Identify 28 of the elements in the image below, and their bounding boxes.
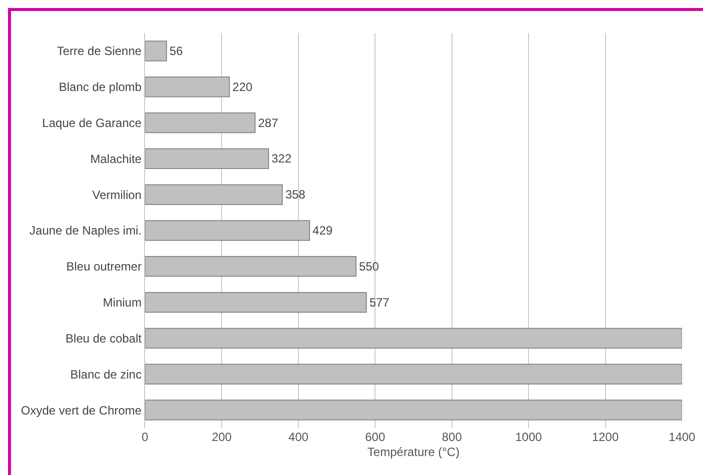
x-tick-label: 1000 <box>515 430 542 444</box>
y-tick-label: Terre de Sienne <box>56 44 142 58</box>
y-tick-label: Jaune de Naples imi. <box>30 224 142 238</box>
data-label: 220 <box>232 80 253 94</box>
data-label: 287 <box>258 116 278 130</box>
x-tick-label: 600 <box>365 430 386 444</box>
x-tick-label: 800 <box>442 430 462 444</box>
y-tick-label: Blanc de zinc <box>70 367 142 382</box>
x-tick-label: 1400 <box>668 430 696 444</box>
y-tick-label: Vermilion <box>92 188 142 202</box>
y-tick-label: Bleu outremer <box>66 260 142 274</box>
data-label: 429 <box>312 224 333 238</box>
y-tick-label: Blanc de plomb <box>58 80 142 94</box>
x-tick-label: 400 <box>288 430 309 444</box>
y-tick-label: Malachite <box>90 152 142 166</box>
y-tick-label: Minium <box>102 296 142 310</box>
x-tick-label: 1200 <box>592 430 619 444</box>
data-label: 56 <box>169 44 184 58</box>
x-axis-title: Température (°C) <box>367 444 460 459</box>
data-label: 322 <box>272 152 292 166</box>
data-label: 358 <box>285 188 306 202</box>
x-tick-label: 0 <box>142 430 149 444</box>
data-label: 550 <box>358 259 380 274</box>
data-label: 577 <box>369 295 390 310</box>
y-tick-label: Laque de Garance <box>42 116 142 130</box>
x-tick-label: 200 <box>212 430 232 444</box>
y-tick-label: Bleu de cobalt <box>66 331 142 346</box>
y-tick-label: Oxyde vert de Chrome <box>20 403 142 418</box>
